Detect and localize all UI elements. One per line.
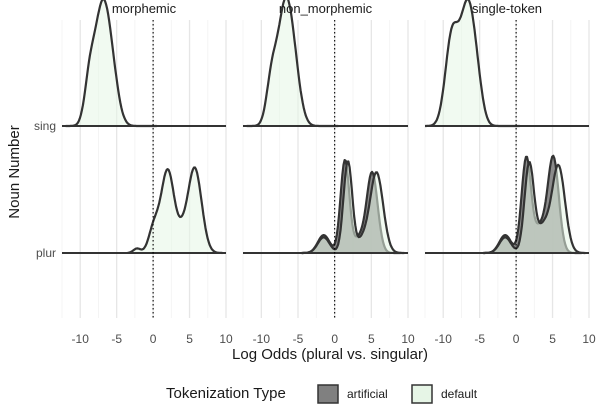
grid-layer	[61, 20, 590, 318]
x-tick-label: -5	[293, 332, 304, 346]
x-tick-label: -10	[72, 332, 90, 346]
legend-label-artificial: artificial	[347, 387, 388, 401]
x-tick-label: 10	[401, 332, 415, 346]
y-axis-title: Noun Number	[6, 125, 23, 218]
x-tick-label: 10	[582, 332, 596, 346]
ridge-area-default	[65, 0, 157, 126]
legend-title: Tokenization Type	[166, 385, 286, 402]
facet-title: morphemic	[112, 1, 177, 16]
x-tick-label: -10	[435, 332, 453, 346]
y-tick-label-plur: plur	[36, 246, 56, 260]
x-tick-label: 10	[219, 332, 233, 346]
y-tick-label-sing: sing	[34, 119, 56, 133]
ridge-area-default	[246, 0, 339, 126]
x-tick-label: 0	[150, 332, 157, 346]
ridge-layer	[62, 0, 589, 318]
ridge-area-default	[425, 0, 520, 126]
axis-layer: morphemic -10 -5 0 5 10 non_morphemic -10 -5 0 5 10…	[34, 1, 596, 346]
legend-swatch-default	[411, 384, 433, 404]
ridge-outline-default	[483, 161, 586, 255]
x-tick-label: -5	[474, 332, 485, 346]
ridge-area-default	[483, 162, 586, 253]
legend-swatch-artificial	[317, 384, 339, 404]
facet-title: single-token	[472, 1, 542, 16]
legend: Tokenization Type artificial default	[166, 384, 478, 404]
legend-label-default: default	[441, 387, 478, 401]
x-tick-label: 5	[186, 332, 193, 346]
ridge-outline-default	[301, 160, 405, 255]
x-tick-label: 5	[368, 332, 375, 346]
ridge-outline-default	[127, 166, 223, 255]
x-tick-label: -10	[253, 332, 271, 346]
x-tick-label: 0	[513, 332, 520, 346]
x-tick-label: 0	[331, 332, 338, 346]
x-tick-label: -5	[111, 332, 122, 346]
x-tick-label: 5	[549, 332, 556, 346]
x-axis-title: Log Odds (plural vs. singular)	[232, 346, 428, 363]
facet-title: non_morphemic	[279, 1, 373, 16]
